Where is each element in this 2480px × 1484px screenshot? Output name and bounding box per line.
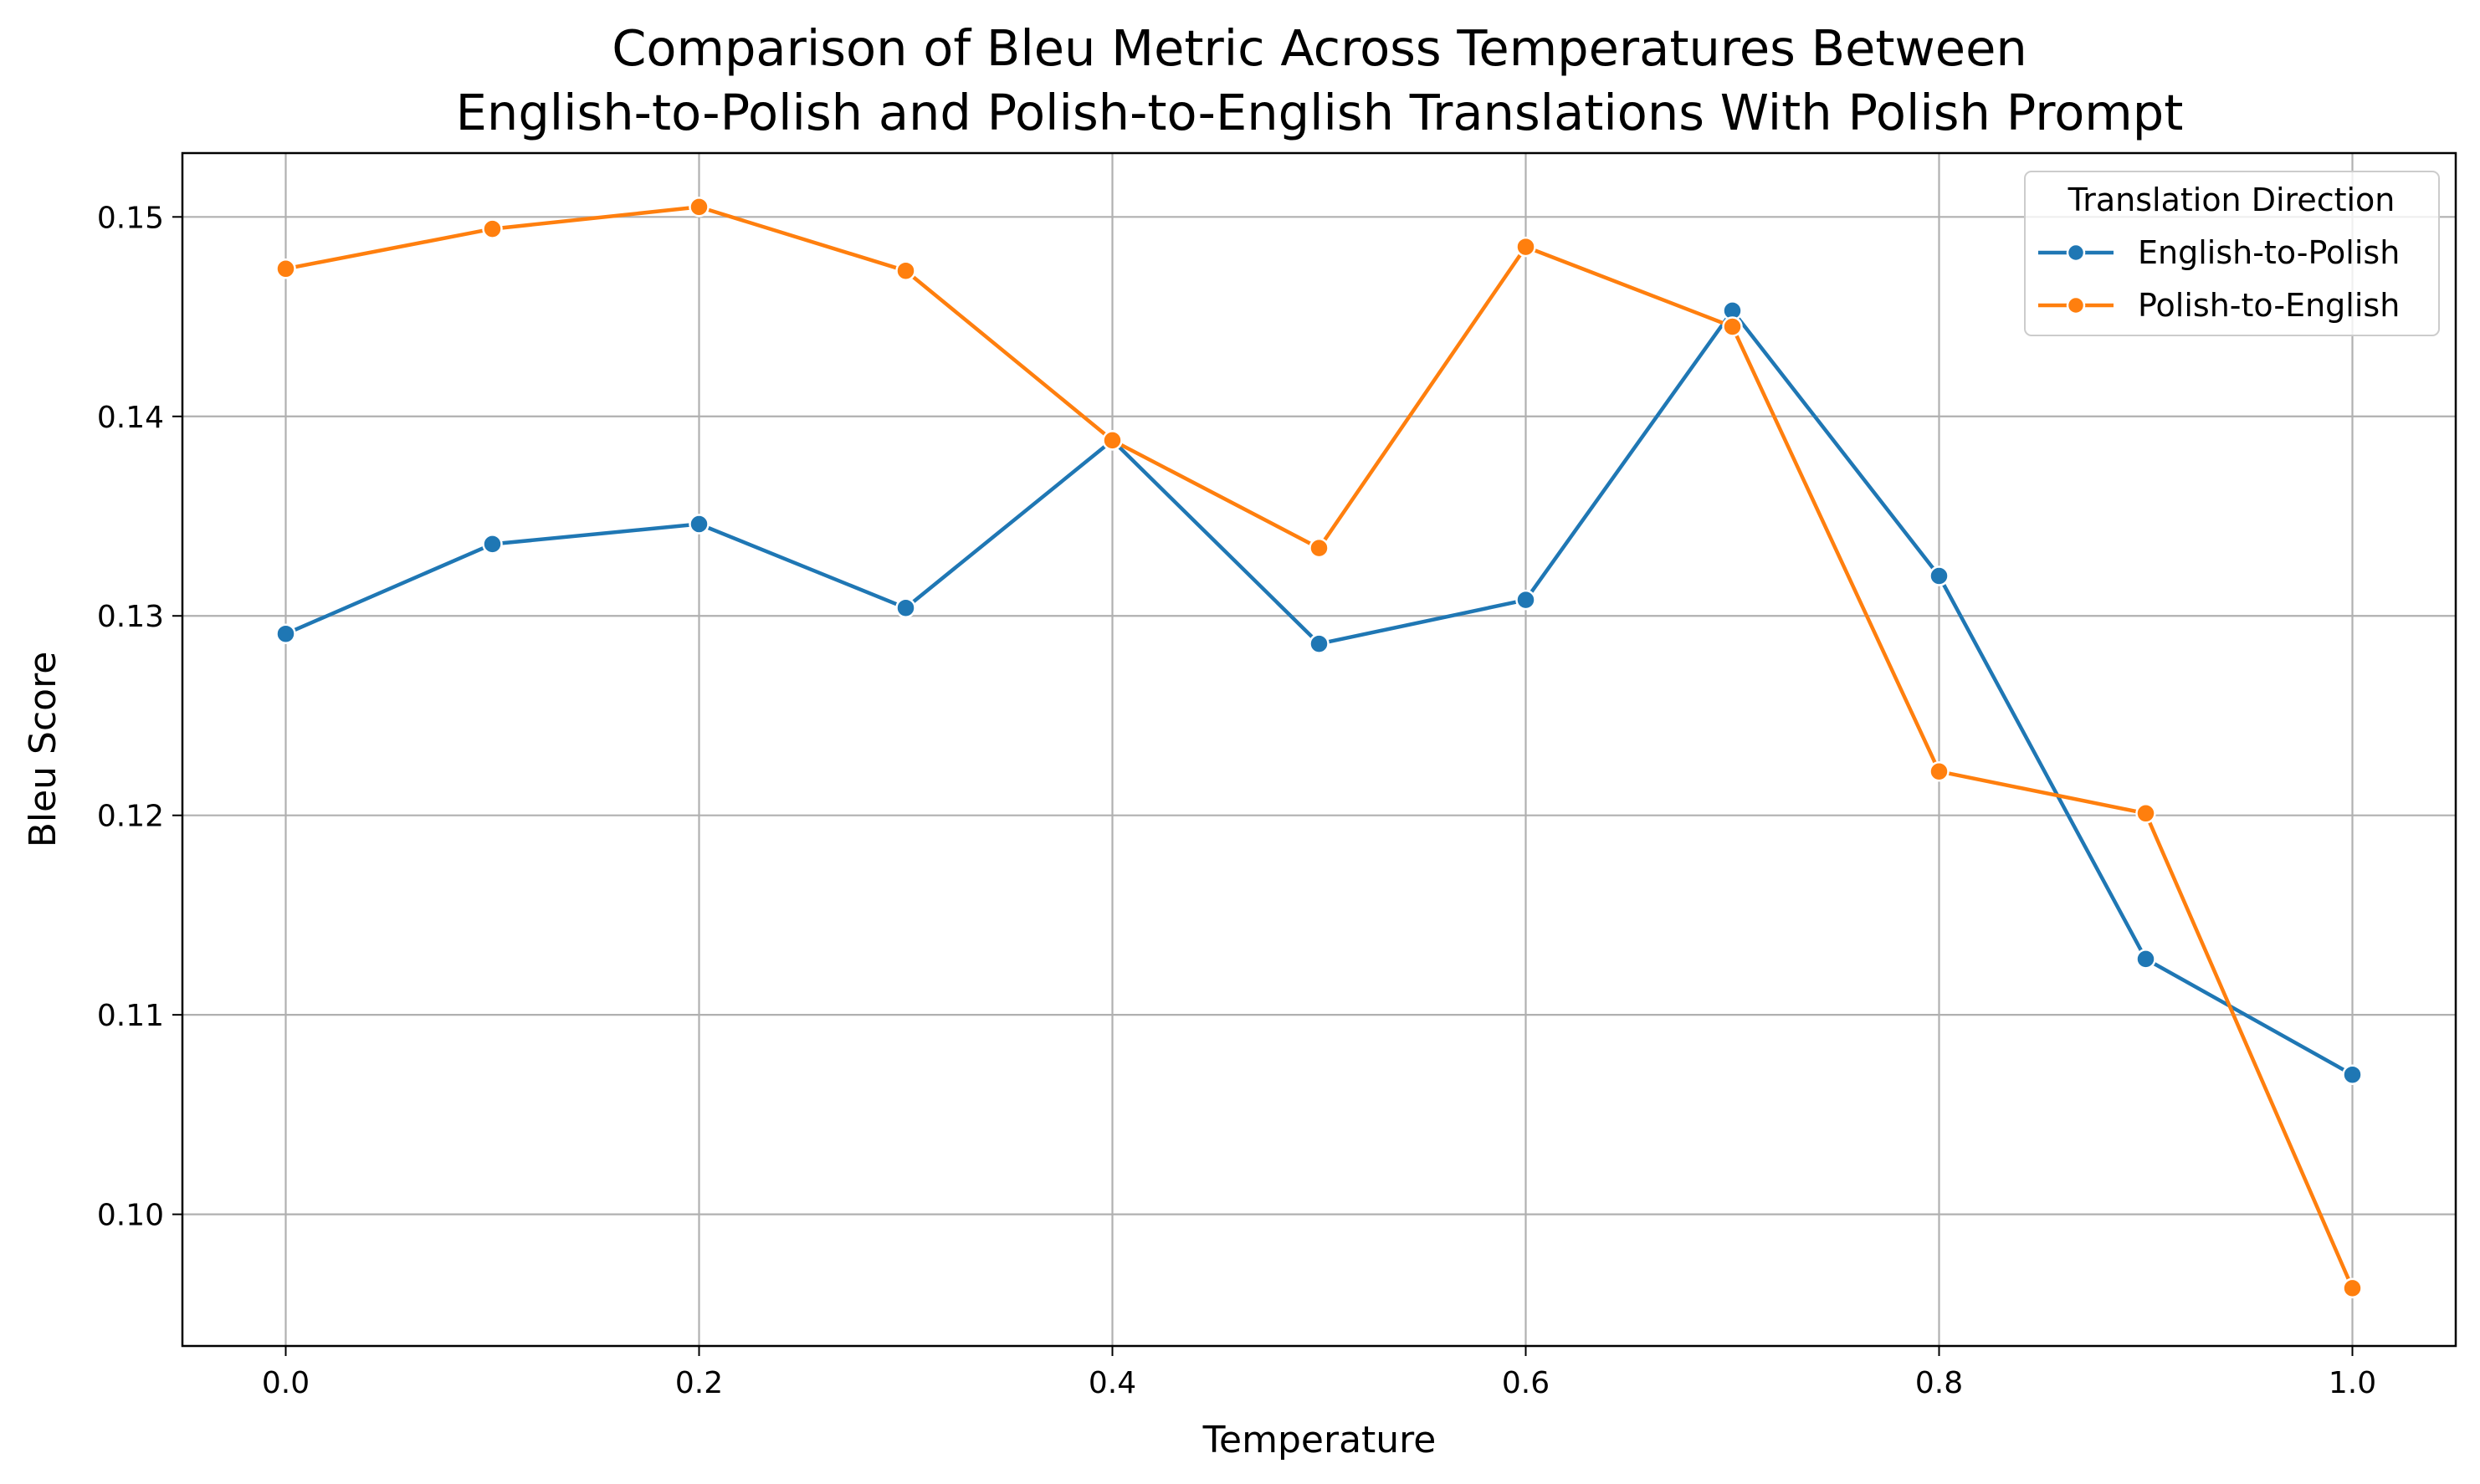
data-point-polish-to-english xyxy=(1102,430,1123,451)
data-point-english-to-polish xyxy=(1929,565,1950,586)
data-point-polish-to-english xyxy=(1722,316,1743,337)
y-tick-label: 0.12 xyxy=(97,800,164,834)
data-point-polish-to-english xyxy=(1929,760,1950,782)
chart-title-line-1: Comparison of Bleu Metric Across Tempera… xyxy=(612,19,2027,77)
legend-frame xyxy=(2024,171,2440,336)
data-point-english-to-polish xyxy=(482,534,503,555)
data-point-english-to-polish xyxy=(1309,633,1330,654)
y-tick-label: 0.11 xyxy=(97,999,164,1033)
data-point-english-to-polish xyxy=(275,623,296,644)
x-tick-label: 0.2 xyxy=(675,1366,723,1400)
legend-title: Translation Direction xyxy=(2068,182,2395,218)
data-point-polish-to-english xyxy=(1309,537,1330,559)
plot-area-frame xyxy=(181,151,2457,1348)
data-point-polish-to-english xyxy=(275,258,296,279)
chart-title-line-2: English-to-Polish and Polish-to-English … xyxy=(456,84,2184,141)
series-line-polish-to-english xyxy=(285,205,2354,1289)
legend: Translation Direction English-to-Polish … xyxy=(2024,171,2440,336)
x-tick-label: 0.8 xyxy=(1915,1366,1963,1400)
y-tick-label: 0.10 xyxy=(97,1199,164,1233)
legend-label-english-to-polish: English-to-Polish xyxy=(2138,234,2400,271)
x-tick-label: 1.0 xyxy=(2329,1366,2376,1400)
x-axis-label: Temperature xyxy=(1202,1419,1437,1461)
data-point-polish-to-english xyxy=(482,218,503,239)
legend-marker-english-to-polish xyxy=(2066,243,2086,263)
data-point-english-to-polish xyxy=(1515,589,1536,611)
grid-lines xyxy=(182,153,2456,1346)
data-point-polish-to-english xyxy=(2135,803,2156,824)
data-point-polish-to-english xyxy=(689,197,710,217)
data-point-polish-to-english xyxy=(1515,236,1536,258)
y-axis-label: Bleu Score xyxy=(22,652,64,848)
y-tick-label: 0.14 xyxy=(97,401,164,435)
y-tick-label: 0.15 xyxy=(97,201,164,235)
x-tick-label: 0.6 xyxy=(1502,1366,1550,1400)
y-tick-label: 0.13 xyxy=(97,600,164,634)
axis-ticks: 0.0 0.2 0.4 0.6 0.8 1.0 0.10 0.11 0.12 0.13 0.14 0.… xyxy=(97,201,2376,1400)
data-point-english-to-polish xyxy=(895,597,916,618)
legend-marker-polish-to-english xyxy=(2066,295,2086,315)
series-polish-to-english xyxy=(275,197,2363,1299)
x-tick-label: 0.0 xyxy=(262,1366,310,1400)
legend-label-polish-to-english: Polish-to-English xyxy=(2138,287,2400,324)
series-layer xyxy=(275,197,2363,1299)
series-line-english-to-polish xyxy=(284,309,2354,1077)
data-point-polish-to-english xyxy=(2342,1277,2363,1299)
data-point-english-to-polish xyxy=(689,514,710,535)
data-point-english-to-polish xyxy=(2342,1064,2363,1085)
data-point-polish-to-english xyxy=(895,260,916,281)
series-english-to-polish xyxy=(275,300,2363,1085)
data-point-english-to-polish xyxy=(2135,949,2156,970)
x-tick-label: 0.4 xyxy=(1089,1366,1136,1400)
